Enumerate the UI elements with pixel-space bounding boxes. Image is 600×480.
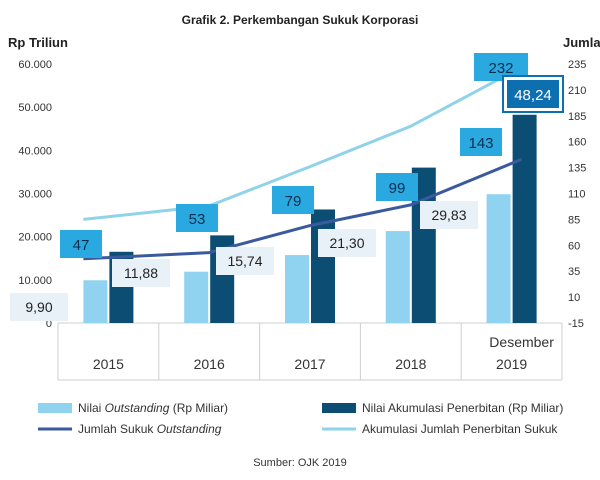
count-label-akumulasi: 232: [488, 60, 513, 77]
count-label-jumlah: 143: [468, 135, 493, 152]
y-left-tick-label: 40.000: [18, 145, 52, 157]
bar-nilai-akumulasi: [512, 114, 537, 323]
value-box-outstanding: [420, 201, 478, 229]
value-label-outstanding: 29,83: [431, 207, 466, 223]
count-box-jumlah: [60, 230, 102, 258]
legend-label: Nilai Outstanding (Rp Miliar): [78, 401, 228, 415]
y-right-tick-label: 160: [568, 137, 586, 149]
value-box-outstanding: [112, 259, 170, 287]
legend-swatch-bar: [322, 403, 356, 413]
count-label-jumlah: 53: [189, 211, 206, 228]
y-right-tick-label: 110: [568, 189, 586, 201]
legend-label: Akumulasi Jumlah Penerbitan Sukuk: [362, 422, 558, 436]
value-box-outstanding: [318, 229, 376, 257]
bar-nilai-outstanding: [184, 271, 209, 323]
count-label-jumlah: 47: [73, 237, 90, 254]
y-right-tick-label: 85: [568, 214, 580, 226]
value-label-akumulasi: 48,24: [514, 87, 552, 104]
legend-label-italic: Outstanding: [157, 422, 222, 436]
y-left-axis-label: Rp Triliun: [8, 35, 68, 50]
value-box-akumulasi: [507, 80, 559, 108]
y-right-tick-label: 235: [568, 59, 586, 71]
legend-swatch-bar: [38, 403, 72, 413]
bar-nilai-outstanding: [285, 255, 309, 323]
y-left-tick-label: 10.000: [18, 275, 52, 287]
y-right-tick-label: 60: [568, 240, 580, 252]
bar-nilai-outstanding: [486, 194, 511, 323]
legend-label-italic: Outstanding: [105, 401, 170, 415]
chart-title: Grafik 2. Perkembangan Sukuk Korporasi: [182, 13, 419, 27]
value-label-outstanding: 15,74: [227, 253, 262, 269]
bar-nilai-outstanding: [385, 231, 410, 323]
legend-label-part: (Rp Miliar): [169, 401, 228, 415]
category-label: 2015: [93, 356, 124, 372]
legend-label: Jumlah Sukuk Outstanding: [78, 422, 222, 436]
y-left-tick-label: 30.000: [18, 189, 52, 201]
y-left-tick-label: 0: [46, 318, 52, 330]
category-label: 2018: [395, 356, 426, 372]
count-box-jumlah: [376, 173, 418, 201]
line-jumlah-sukuk-outstanding: [83, 157, 523, 261]
legend-label-part: Jumlah Sukuk: [78, 422, 157, 436]
legend-label-part: Nilai: [78, 401, 105, 415]
y-left-tick-label: 50.000: [18, 102, 52, 114]
count-box-jumlah: [460, 128, 502, 156]
value-label-outstanding: 21,30: [329, 235, 364, 251]
y-right-tick-label: 135: [568, 163, 586, 175]
count-label-jumlah: 99: [389, 180, 406, 197]
y-right-tick-label: 10: [568, 292, 580, 304]
count-label-jumlah: 79: [285, 193, 302, 210]
bar-nilai-akumulasi: [311, 209, 335, 323]
y-right-tick-label: 35: [568, 266, 580, 278]
y-right-tick-label: -15: [568, 318, 584, 330]
line-akumulasi-jumlah-penerbitan: [83, 65, 523, 221]
legend-label-part: Akumulasi Jumlah Penerbitan Sukuk: [362, 422, 558, 436]
y-left-tick-label: 60.000: [18, 59, 52, 71]
value-label-outstanding: 9,90: [25, 299, 52, 315]
category-label: 2017: [294, 356, 325, 372]
value-box-outstanding: [216, 247, 274, 275]
count-box-jumlah: [272, 186, 314, 214]
category-label: 2016: [194, 356, 225, 372]
category-label: 2019: [496, 356, 527, 372]
category-prefix-label: Desember: [489, 334, 554, 350]
source-note: Sumber: OJK 2019: [253, 457, 347, 469]
legend-label: Nilai Akumulasi Penerbitan (Rp Miliar): [362, 401, 563, 415]
y-right-tick-label: 210: [568, 85, 586, 97]
y-right-axis-label: Jumlah: [563, 35, 600, 50]
legend-label-part: Nilai Akumulasi Penerbitan (Rp Miliar): [362, 401, 563, 415]
value-label-outstanding: 11,88: [124, 265, 158, 281]
y-left-tick-label: 20.000: [18, 232, 52, 244]
value-box-outstanding: [10, 293, 68, 321]
y-right-tick-label: 185: [568, 111, 586, 123]
bar-nilai-outstanding: [83, 280, 108, 323]
count-box-jumlah: [176, 204, 218, 232]
